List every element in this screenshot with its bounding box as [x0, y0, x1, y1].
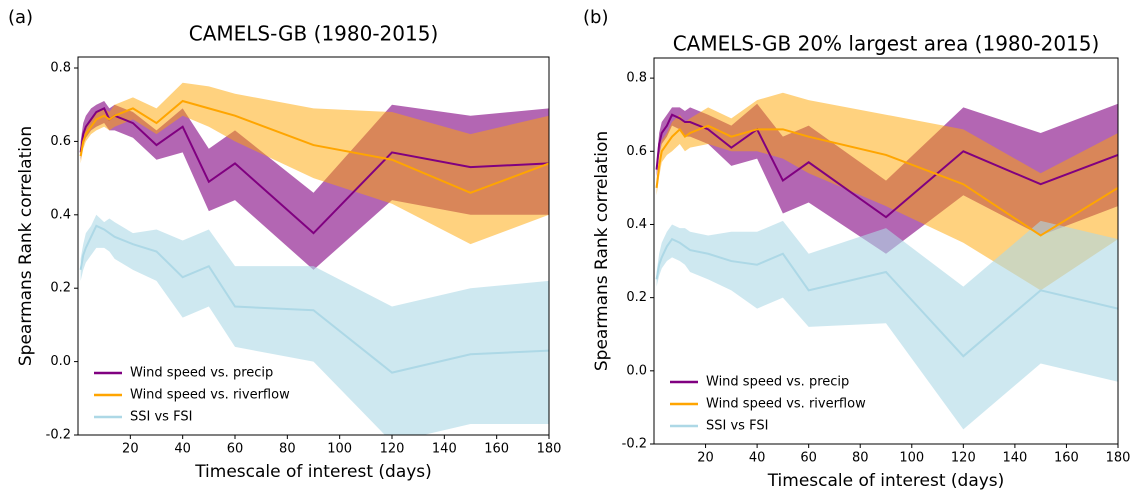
x-tick-label: 120: [951, 451, 976, 466]
x-tick-label: 120: [380, 442, 405, 457]
chart-title: CAMELS-GB 20% largest area (1980-2015): [673, 32, 1100, 56]
legend-label: SSI vs FSI: [130, 410, 192, 425]
y-tick-label: 0.4: [50, 207, 71, 222]
x-tick-label: 20: [697, 451, 714, 466]
chart-title: CAMELS-GB (1980-2015): [189, 22, 439, 46]
y-tick-label: 0.6: [626, 144, 647, 159]
x-tick-label: 80: [279, 442, 296, 457]
series-line: [655, 124, 1118, 237]
y-tick-label: 0.8: [50, 61, 71, 76]
confidence-band: [656, 92, 1118, 291]
panel-label: (b): [583, 7, 608, 28]
x-tick-label: 40: [749, 451, 766, 466]
panel-label: (a): [8, 7, 33, 28]
x-tick-label: 100: [327, 442, 352, 457]
x-tick-label: 160: [484, 442, 509, 457]
plot-area: [655, 92, 1118, 430]
x-tick-label: 180: [537, 442, 562, 457]
y-tick-label: -0.2: [622, 437, 647, 452]
y-tick-label: 0.2: [626, 290, 647, 305]
series-line: [79, 99, 549, 194]
series-line: [79, 107, 549, 235]
series-line: [655, 113, 1118, 219]
legend-label: SSI vs FSI: [706, 419, 768, 434]
x-tick-label: 20: [122, 442, 139, 457]
plot-area: [79, 82, 549, 435]
confidence-band: [656, 220, 1118, 430]
legend-label: Wind speed vs. riverflow: [130, 388, 290, 403]
axes-frame: [77, 56, 550, 436]
x-tick-label: 60: [800, 451, 817, 466]
x-tick-label: 80: [852, 451, 869, 466]
y-tick-label: -0.2: [46, 428, 71, 443]
y-axis-label: Spearmans Rank correlation: [592, 131, 612, 371]
y-tick-label: 0.0: [626, 363, 647, 378]
x-axis-label: Timescale of interest (days): [194, 462, 432, 482]
x-tick-label: 100: [899, 451, 924, 466]
series-line: [655, 237, 1118, 358]
x-tick-label: 140: [432, 442, 457, 457]
x-tick-label: 60: [227, 442, 244, 457]
legend-label: Wind speed vs. precip: [706, 375, 849, 390]
y-tick-label: 0.2: [50, 281, 71, 296]
y-tick-label: 0.0: [50, 354, 71, 369]
legend-label: Wind speed vs. riverflow: [706, 397, 866, 412]
x-axis-label: Timescale of interest (days): [767, 471, 1005, 491]
y-tick-label: 0.4: [626, 217, 647, 232]
x-tick-label: 140: [1002, 451, 1027, 466]
confidence-band: [80, 82, 549, 245]
legend-label: Wind speed vs. precip: [130, 366, 273, 381]
axes-frame: [653, 57, 1119, 445]
y-tick-label: 0.8: [626, 71, 647, 86]
y-axis-label: Spearmans Rank correlation: [16, 126, 36, 366]
x-tick-label: 160: [1054, 451, 1079, 466]
y-tick-label: 0.6: [50, 134, 71, 149]
x-tick-label: 180: [1106, 451, 1131, 466]
x-tick-label: 40: [174, 442, 191, 457]
series-line: [79, 224, 549, 374]
